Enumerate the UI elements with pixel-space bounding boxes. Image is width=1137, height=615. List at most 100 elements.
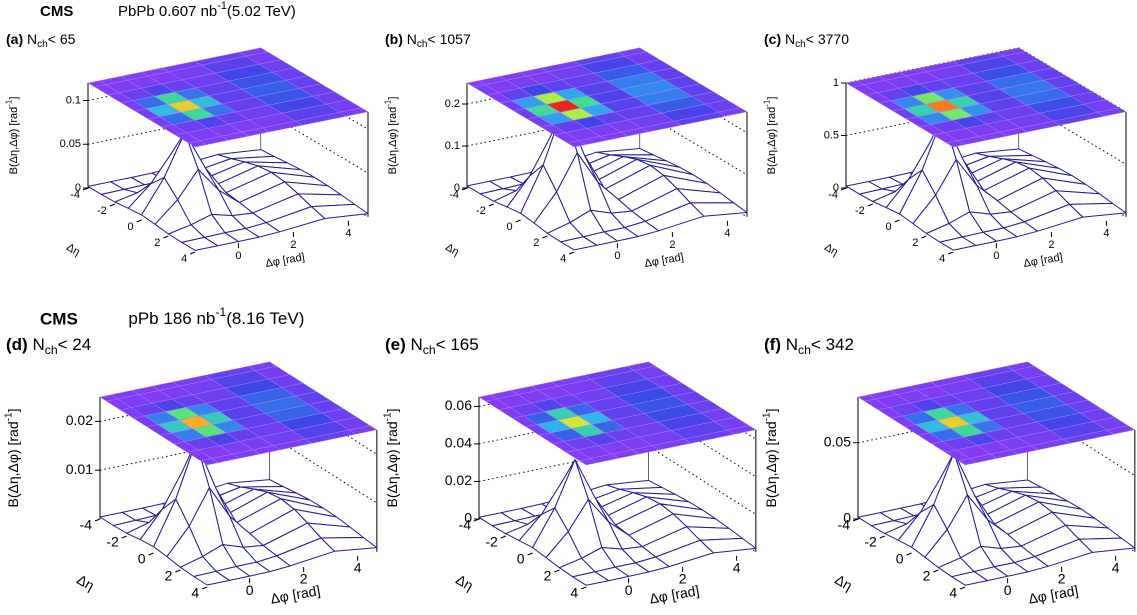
x-axis-title: Δφ [rad]	[269, 582, 321, 606]
text-part: N	[786, 335, 798, 354]
y-tick	[554, 569, 560, 573]
text-part: ]	[8, 97, 20, 100]
y-tick-label: -2	[106, 534, 119, 550]
superscript: -1	[215, 305, 226, 319]
experiment-label: CMS	[40, 309, 78, 328]
z-tick-label: 0.06	[445, 397, 472, 413]
y-tick-label: 2	[154, 237, 160, 249]
surface-cell	[560, 236, 598, 251]
text-part: (c)	[764, 31, 785, 47]
y-tick-label: -2	[476, 205, 486, 217]
x-axis-title: Δφ [rad]	[265, 251, 306, 270]
x-axis-title: Δφ [rad]	[648, 582, 700, 606]
x-axis-title: Δφ [rad]	[644, 251, 685, 270]
text-part: N	[411, 335, 423, 354]
y-tick-label: 2	[533, 237, 539, 249]
z-tick-label: 0.02	[445, 472, 472, 488]
text-part: PbPb 0.607 nb	[118, 3, 217, 20]
y-tick-label: 4	[939, 253, 945, 265]
y-axis-title: Δη	[64, 241, 82, 258]
y-tick-label: 2	[923, 568, 931, 584]
surface-cell	[193, 570, 230, 586]
x-tick-label: 4	[724, 228, 730, 240]
surface-cell	[951, 571, 988, 586]
y-tick	[894, 219, 900, 223]
y-tick-label: 4	[949, 585, 957, 601]
projection-cell	[339, 107, 369, 117]
subscript: ch	[417, 39, 428, 50]
x-axis-title: Δφ [rad]	[1027, 582, 1079, 606]
text-part: (b)	[385, 31, 407, 47]
x-tick-label: 4	[354, 560, 362, 576]
superscript: -1	[763, 99, 772, 107]
z-tick-label: 0	[454, 182, 460, 194]
y-tick-label: 4	[191, 585, 199, 601]
y-tick	[569, 251, 575, 255]
subscript: ch	[37, 39, 48, 50]
panel: (f) Nch< 342 0 0.05 -4 -2 0 2 4 0 2 4 Δφ [rad] Δη B(Δ…	[761, 335, 1136, 607]
y-axis-title: Δη	[443, 241, 461, 258]
y-tick-label: -4	[838, 517, 851, 533]
z-tick-label: 1	[833, 77, 839, 89]
text-part: B(Δη,Δφ) [rad	[763, 421, 779, 507]
x-tick-label: 0	[993, 250, 999, 262]
y-tick	[852, 518, 859, 522]
y-axis-title: Δη	[832, 571, 855, 593]
y-tick	[121, 535, 127, 539]
y-tick	[527, 552, 533, 556]
panel-label: (f) Nch< 342	[764, 335, 854, 357]
projection-cell	[718, 107, 748, 117]
z-tick-label: 0.5	[824, 129, 839, 141]
y-tick-label: 0	[896, 551, 904, 567]
z-tick-label: 0.1	[445, 140, 460, 152]
text-part: ]	[384, 409, 400, 413]
y-tick	[515, 219, 521, 223]
z-tick-label: 0.01	[66, 461, 93, 477]
y-tick	[202, 586, 208, 590]
panel: (a) Nch< 65 0 0.05 0.1 -4 -2 0 2 4 0 2 4 Δφ [rad] Δη B…	[5, 31, 369, 270]
text-part: < 342	[811, 335, 854, 354]
y-tick-label: -4	[828, 189, 838, 201]
y-tick	[948, 251, 954, 255]
x-tick-label: 0	[1004, 582, 1012, 598]
y-tick	[82, 187, 89, 191]
grid-line	[478, 408, 757, 478]
y-tick-label: -2	[485, 534, 498, 550]
z-tick-label: 0.05	[60, 138, 81, 150]
y-tick-label: 2	[165, 568, 173, 584]
y-tick	[488, 203, 494, 207]
grid-line	[478, 445, 757, 515]
y-tick	[190, 251, 196, 255]
panel: (e) Nch< 165 0 0.02 0.04 0.06 -4 -2 0 2 4 0 2 4 Δφ [r…	[382, 335, 757, 607]
superscript: -1	[382, 412, 393, 421]
z-tick-label: 0.04	[445, 435, 472, 451]
y-tick-label: -2	[864, 534, 877, 550]
text-part: < 65	[48, 31, 76, 47]
panel-label: (a) Nch< 65	[6, 31, 76, 50]
experiment-label: CMS	[40, 3, 73, 20]
subscript: ch	[423, 343, 436, 357]
y-tick-label: 4	[570, 585, 578, 601]
x-tick-label: 4	[1103, 228, 1109, 240]
y-tick-label: -2	[97, 205, 107, 217]
superscript: -1	[384, 99, 393, 107]
text-part: ]	[766, 97, 778, 100]
dataset-label: pPb 186 nb-1(8.16 TeV)	[128, 305, 304, 328]
y-tick-label: 4	[181, 253, 187, 265]
y-tick	[136, 219, 142, 223]
y-tick-label: -4	[449, 189, 459, 201]
x-tick-label: 2	[1048, 239, 1054, 251]
text-part: (e)	[385, 335, 411, 354]
text-part: ]	[763, 409, 779, 413]
z-axis-title: B(Δη,Δφ) [rad-1]	[3, 409, 21, 508]
y-tick	[109, 203, 115, 207]
y-tick	[473, 518, 480, 522]
text-part: (d)	[6, 335, 32, 354]
text-part: (5.02 TeV)	[227, 3, 296, 20]
y-tick	[879, 535, 885, 539]
text-part: (f)	[764, 335, 786, 354]
panel-label: (c) Nch< 3770	[764, 31, 849, 50]
text-part: ]	[387, 97, 399, 100]
